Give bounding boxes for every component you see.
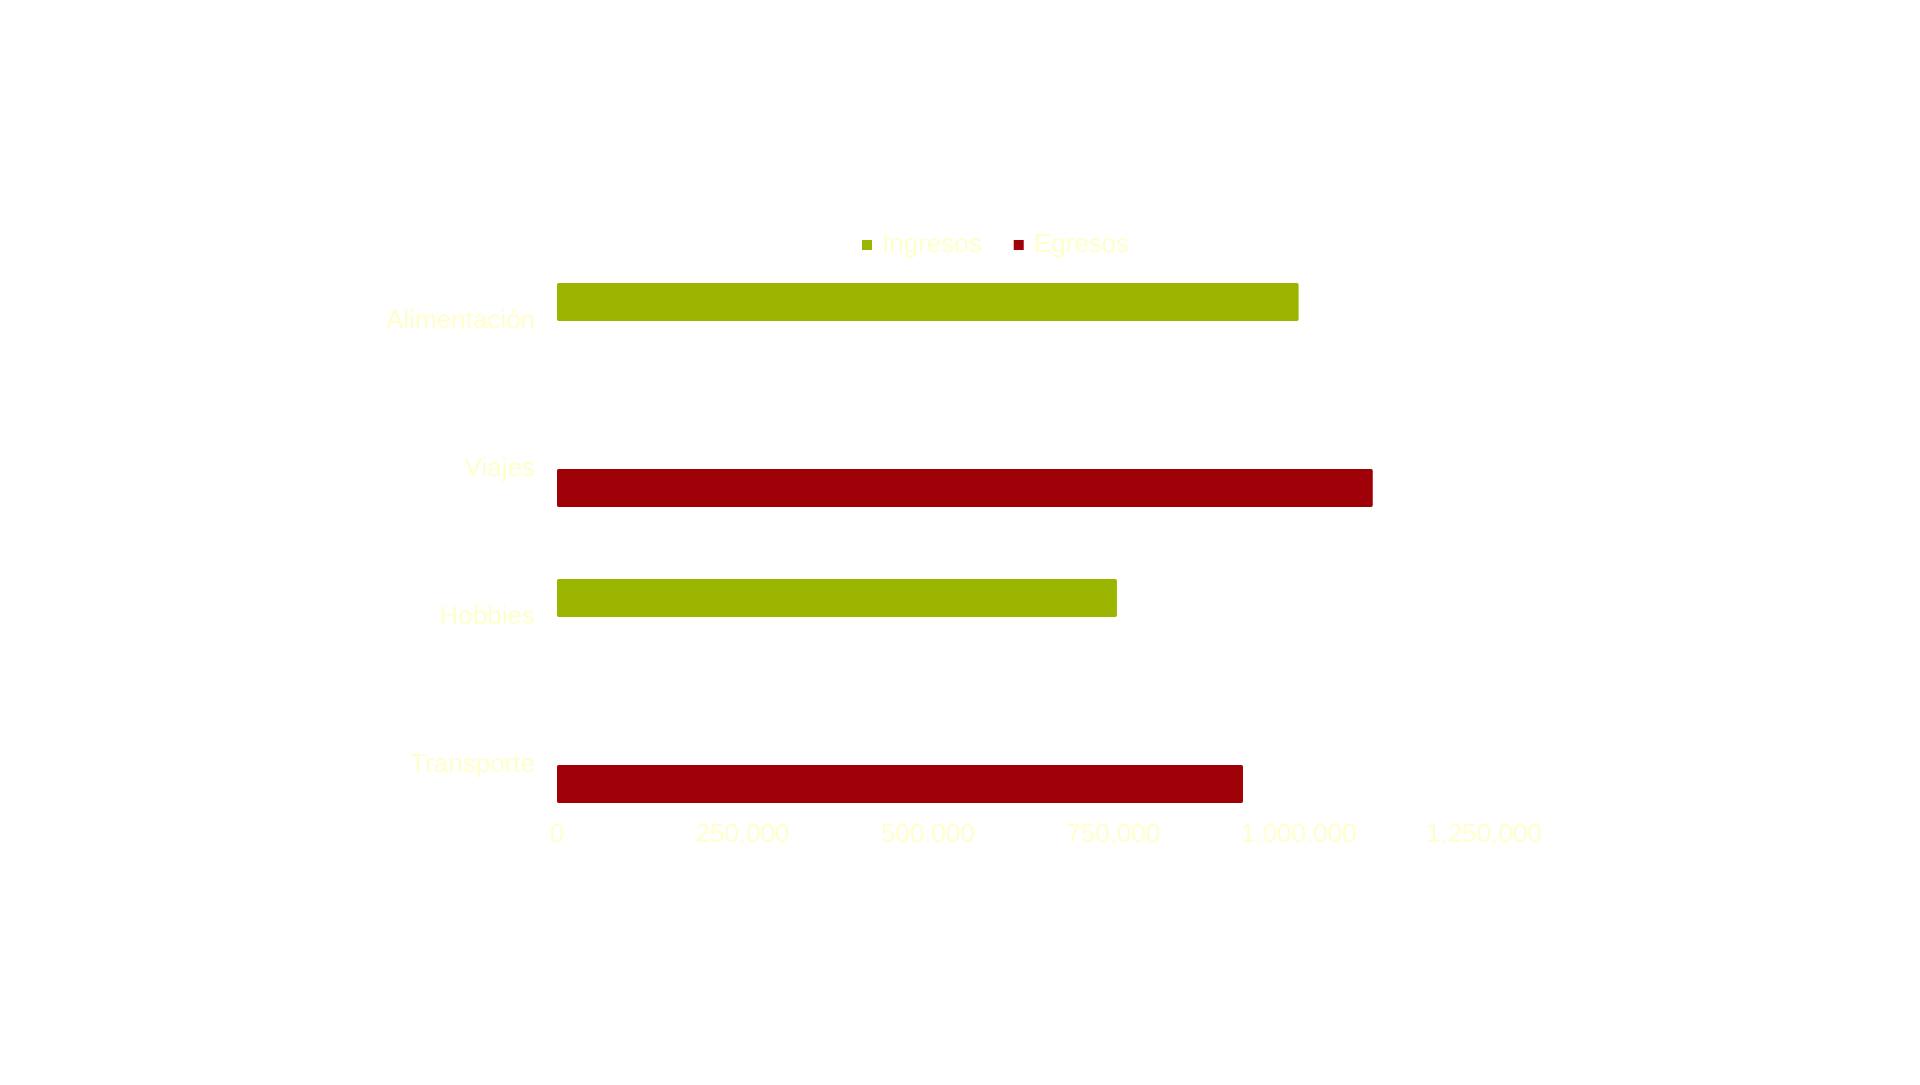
x-tick-label: 750.000 <box>1066 818 1160 848</box>
legend-label: Ingresos <box>882 228 982 258</box>
bar <box>557 765 1243 803</box>
legend-swatch <box>862 240 872 250</box>
bar <box>557 579 1117 617</box>
y-tick-label: Viajes <box>465 452 535 482</box>
x-tick-label: 500.000 <box>881 818 975 848</box>
y-tick-label: Alimentación <box>386 304 535 334</box>
y-tick-label: Hobbies <box>440 600 535 630</box>
x-tick-label: 1.250.000 <box>1426 818 1542 848</box>
bar <box>557 283 1299 321</box>
legend-swatch <box>1013 240 1024 250</box>
x-tick-label: 0 <box>550 818 564 848</box>
x-tick-label: 1.000.000 <box>1241 818 1357 848</box>
bar <box>557 469 1373 507</box>
y-tick-label: Transporte <box>410 748 535 778</box>
legend-label: Egresos <box>1034 228 1129 258</box>
x-tick-label: 250.000 <box>695 818 789 848</box>
